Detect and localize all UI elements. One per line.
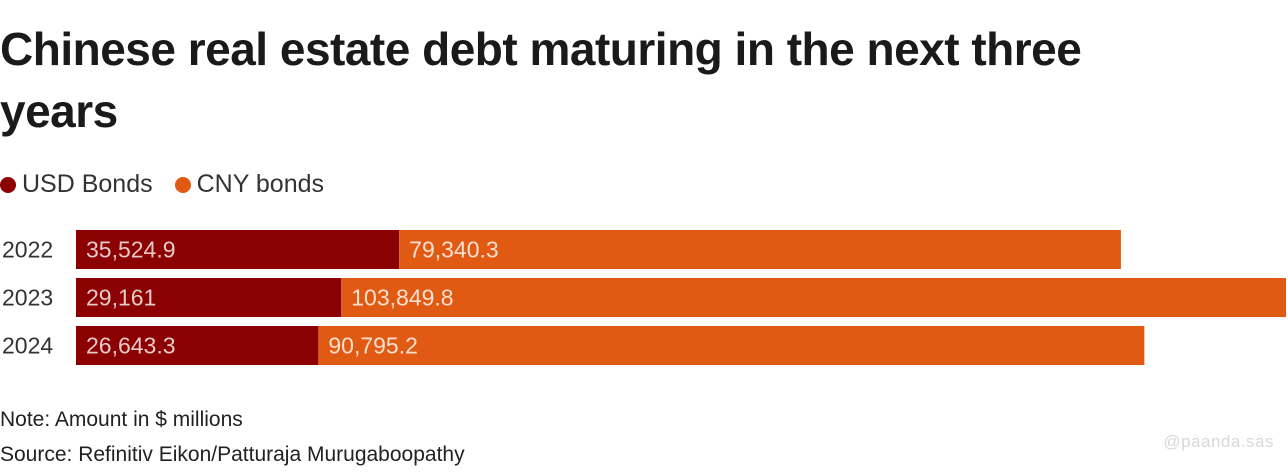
legend-swatch-usd [0, 176, 16, 193]
chart-title: Chinese real estate debt maturing in the… [0, 23, 1082, 137]
data-label-cny-2023: 103,849.8 [351, 285, 453, 311]
legend-label-usd: USD Bonds [22, 170, 153, 198]
bar-usd-2024 [76, 326, 319, 365]
legend-item-usd: USD Bonds [0, 170, 153, 199]
bar-cny-2024 [318, 326, 1145, 365]
bar-usd-2023 [76, 278, 342, 317]
category-label-2023: 2023 [2, 285, 53, 311]
data-label-usd-2022: 35,524.9 [86, 237, 176, 263]
category-label-2024: 2024 [2, 333, 53, 359]
bar-usd-2022 [76, 230, 400, 269]
bar-cny-2022 [399, 230, 1121, 269]
data-label-cny-2022: 79,340.3 [409, 237, 499, 263]
legend-label-cny: CNY bonds [196, 170, 325, 198]
legend-item-cny: CNY bonds [174, 170, 325, 199]
chart-note: Note: Amount in $ millions [0, 408, 243, 431]
data-label-usd-2023: 29,161 [86, 285, 156, 311]
watermark: @paanda.sas [1163, 432, 1274, 451]
category-label-2022: 2022 [2, 237, 53, 263]
chart-source: Source: Refinitiv Eikon/Patturaja Muruga… [0, 443, 465, 466]
legend-swatch-cny [174, 176, 191, 193]
data-label-usd-2024: 26,643.3 [86, 333, 176, 359]
bar-cny-2023 [341, 278, 1286, 317]
data-label-cny-2024: 90,795.2 [328, 333, 418, 359]
legend: USD Bonds CNY bonds [0, 170, 346, 199]
